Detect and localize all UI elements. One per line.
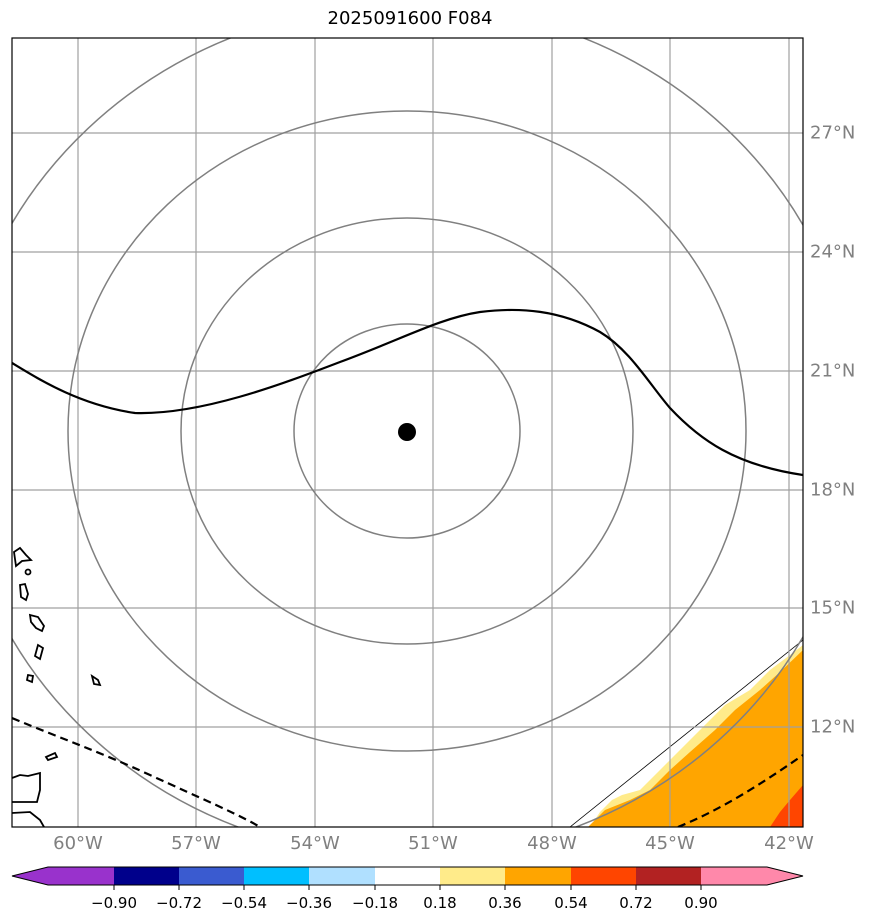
map-lines [12,308,803,827]
colorbar-extend-high [767,867,803,885]
colorbar-bin-10 [636,867,701,885]
island-6 [25,673,35,684]
storm-center-marker [398,423,416,441]
coastline [12,546,102,827]
colorbar-label-5: −0.18 [352,894,398,912]
island-8 [44,751,59,762]
lat-label-21n: 21°N [810,360,856,382]
colorbar-label-2: −0.72 [156,894,202,912]
lat-label-24n: 24°N [810,241,856,263]
dashed-contour-right [677,754,803,827]
range-rings [12,38,803,827]
colorbar-ticks [113,885,702,890]
colorbar-bin-6 [375,867,440,885]
colorbar-outline [11,866,804,886]
island-5 [33,643,45,661]
range-ring-2 [180,217,634,645]
graticule [12,38,803,827]
shade-orange [588,650,803,827]
solid-contour [12,308,803,477]
island-7 [90,673,102,687]
island-3 [19,582,29,602]
colorbar-bin-1 [48,867,114,885]
lon-label-51w: 51°W [408,833,458,854]
landmass-2 [12,811,45,827]
lon-label-60w: 60°W [53,833,103,854]
colorbar-extend-low [12,867,48,885]
colorbar-bin-2 [114,867,179,885]
colorbar-label-4: −0.36 [286,894,332,912]
island-1 [13,546,33,568]
colorbar-bin-9 [571,867,636,885]
lat-label-15n: 15°N [810,597,856,619]
colorbar-bin-4 [244,867,309,885]
colorbar-bin-8 [505,867,571,885]
lat-label-27n: 27°N [810,122,856,144]
map-frame [11,37,804,828]
range-ring-1 [293,323,521,539]
shade-red-orange [770,785,803,827]
colorbar-label-8: 0.54 [554,894,588,912]
lon-label-42w: 42°W [764,833,814,854]
lon-label-57w: 57°W [171,833,221,854]
colorbar-bin-7 [440,867,505,885]
lon-label-54w: 54°W [290,833,340,854]
lon-label-45w: 45°W [645,833,695,854]
colorbar-bin-5 [309,867,375,885]
range-ring-4 [12,38,803,827]
map-title: 2025091600 F084 [327,8,493,29]
boundary-line [569,639,803,827]
landmass-1 [12,771,41,803]
island-4 [28,613,46,633]
colorbar-bin-3 [179,867,244,885]
colorbar-label-1: −0.90 [91,894,137,912]
colorbar-label-3: −0.54 [221,894,267,912]
colorbar-label-7: 0.36 [488,894,522,912]
colorbar-label-10: 0.90 [684,894,718,912]
lat-label-12n: 12°N [810,716,856,738]
colorbar-label-9: 0.72 [619,894,653,912]
lon-label-48w: 48°W [527,833,577,854]
lat-label-18n: 18°N [810,479,856,501]
colorbar-label-6: 0.18 [423,894,457,912]
dashed-contour-left [12,716,261,827]
colorbar [11,866,804,890]
colorbar-bin-11 [701,867,767,885]
range-ring-3 [67,110,747,752]
shaded-field [569,639,803,827]
island-2 [24,568,32,576]
